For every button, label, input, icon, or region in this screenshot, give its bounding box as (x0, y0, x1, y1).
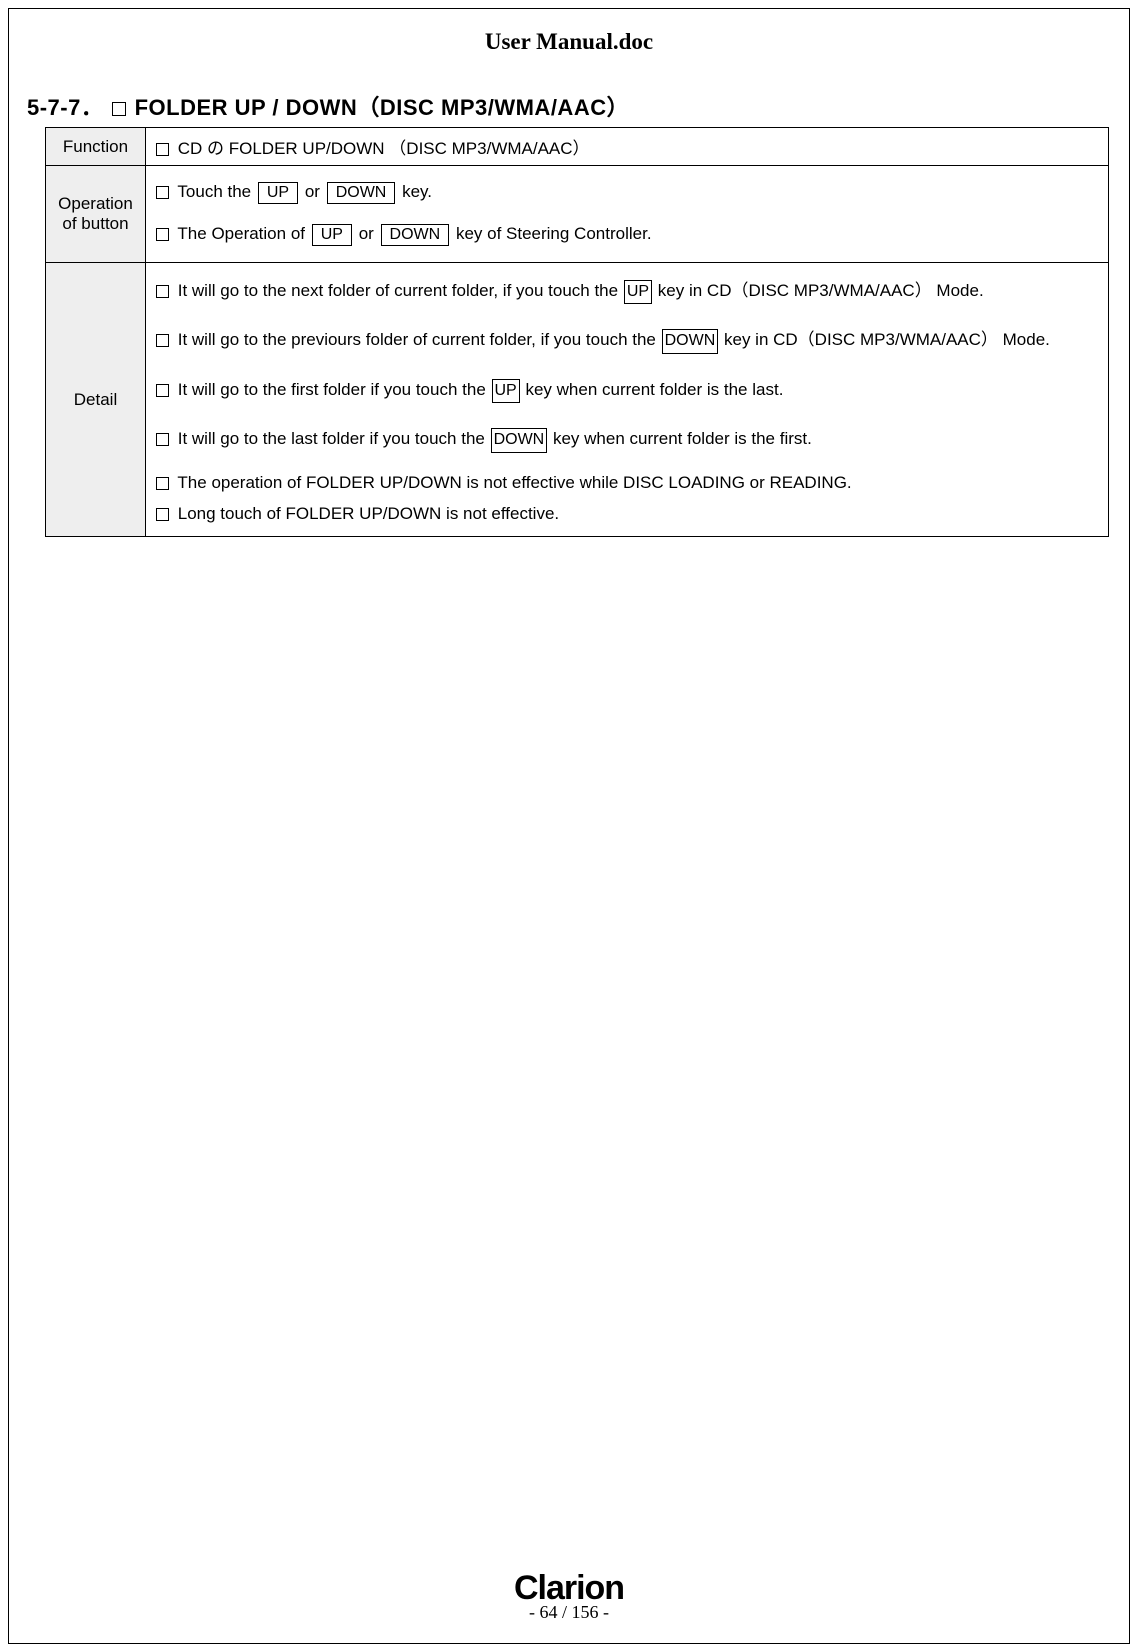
operation-line-2: The Operation of UP or DOWN key of Steer… (156, 214, 1100, 256)
checkbox-icon (156, 384, 169, 397)
text-fragment: or (359, 224, 379, 243)
section-title: FOLDER UP / DOWN（DISC MP3/WMA/AAC） (135, 95, 629, 120)
text-fragment: key of Steering Controller. (456, 224, 652, 243)
operation-row: Operation of button Touch the UP or DOWN… (46, 166, 1109, 263)
detail-line-1: It will go to the next folder of current… (156, 269, 1100, 318)
text-fragment: It will go to the last folder if you tou… (178, 429, 490, 448)
detail-line-6: Long touch of FOLDER UP/DOWN is not effe… (156, 498, 1100, 530)
operation-label-line1: Operation (58, 194, 133, 213)
function-content: CD の FOLDER UP/DOWN （DISC MP3/WMA/AAC） (146, 128, 1109, 166)
text-fragment: Long touch of FOLDER UP/DOWN is not effe… (178, 504, 559, 523)
function-text: CD の FOLDER UP/DOWN （DISC MP3/WMA/AAC） (178, 139, 590, 158)
function-row: Function CD の FOLDER UP/DOWN （DISC MP3/W… (46, 128, 1109, 166)
up-key-box: UP (492, 379, 520, 403)
checkbox-icon (156, 477, 169, 490)
checkbox-icon (156, 143, 169, 156)
operation-label-line2: of button (62, 214, 128, 233)
clarion-logo: Clarion (9, 1572, 1129, 1604)
section-heading: 5-7-7． FOLDER UP / DOWN（DISC MP3/WMA/AAC… (9, 55, 1129, 127)
text-fragment: key in CD（DISC MP3/WMA/AAC） Mode. (719, 330, 1050, 349)
up-key-box: UP (258, 182, 298, 204)
operation-content: Touch the UP or DOWN key. The Operation … (146, 166, 1109, 263)
checkbox-icon (156, 508, 169, 521)
detail-label: Detail (46, 263, 146, 537)
text-fragment: Touch the (177, 182, 255, 201)
detail-row: Detail It will go to the next folder of … (46, 263, 1109, 537)
text-fragment: The operation of FOLDER UP/DOWN is not e… (177, 473, 851, 492)
down-key-box: DOWN (327, 182, 396, 204)
text-fragment: key when current folder is the last. (521, 380, 784, 399)
detail-line-4: It will go to the last folder if you tou… (156, 417, 1100, 466)
text-fragment: key. (402, 182, 432, 201)
text-fragment: It will go to the next folder of current… (178, 281, 623, 300)
operation-line-1: Touch the UP or DOWN key. (156, 172, 1100, 214)
detail-content: It will go to the next folder of current… (146, 263, 1109, 537)
document-title: User Manual.doc (9, 9, 1129, 55)
checkbox-icon (112, 102, 126, 116)
page-border: User Manual.doc 5-7-7． FOLDER UP / DOWN（… (8, 8, 1130, 1644)
detail-line-2: It will go to the previours folder of cu… (156, 318, 1100, 367)
checkbox-icon (156, 285, 169, 298)
function-label: Function (46, 128, 146, 166)
text-fragment: It will go to the first folder if you to… (178, 380, 491, 399)
up-key-box: UP (312, 224, 352, 246)
down-key-box: DOWN (662, 329, 719, 353)
spec-table: Function CD の FOLDER UP/DOWN （DISC MP3/W… (45, 127, 1109, 537)
checkbox-icon (156, 334, 169, 347)
down-key-box: DOWN (381, 224, 450, 246)
text-fragment: The Operation of (177, 224, 309, 243)
text-fragment: key when current folder is the first. (548, 429, 812, 448)
page-footer: Clarion - 64 / 156 - (9, 1572, 1129, 1623)
checkbox-icon (156, 433, 169, 446)
page-number: - 64 / 156 - (9, 1602, 1129, 1623)
text-fragment: or (305, 182, 325, 201)
text-fragment: It will go to the previours folder of cu… (178, 330, 661, 349)
checkbox-icon (156, 228, 169, 241)
text-fragment: key in CD（DISC MP3/WMA/AAC） Mode. (653, 281, 984, 300)
detail-line-5: The operation of FOLDER UP/DOWN is not e… (156, 467, 1100, 499)
up-key-box: UP (624, 280, 652, 304)
checkbox-icon (156, 186, 169, 199)
operation-label: Operation of button (46, 166, 146, 263)
detail-line-3: It will go to the first folder if you to… (156, 368, 1100, 417)
down-key-box: DOWN (491, 428, 548, 452)
section-number: 5-7-7． (27, 95, 103, 120)
